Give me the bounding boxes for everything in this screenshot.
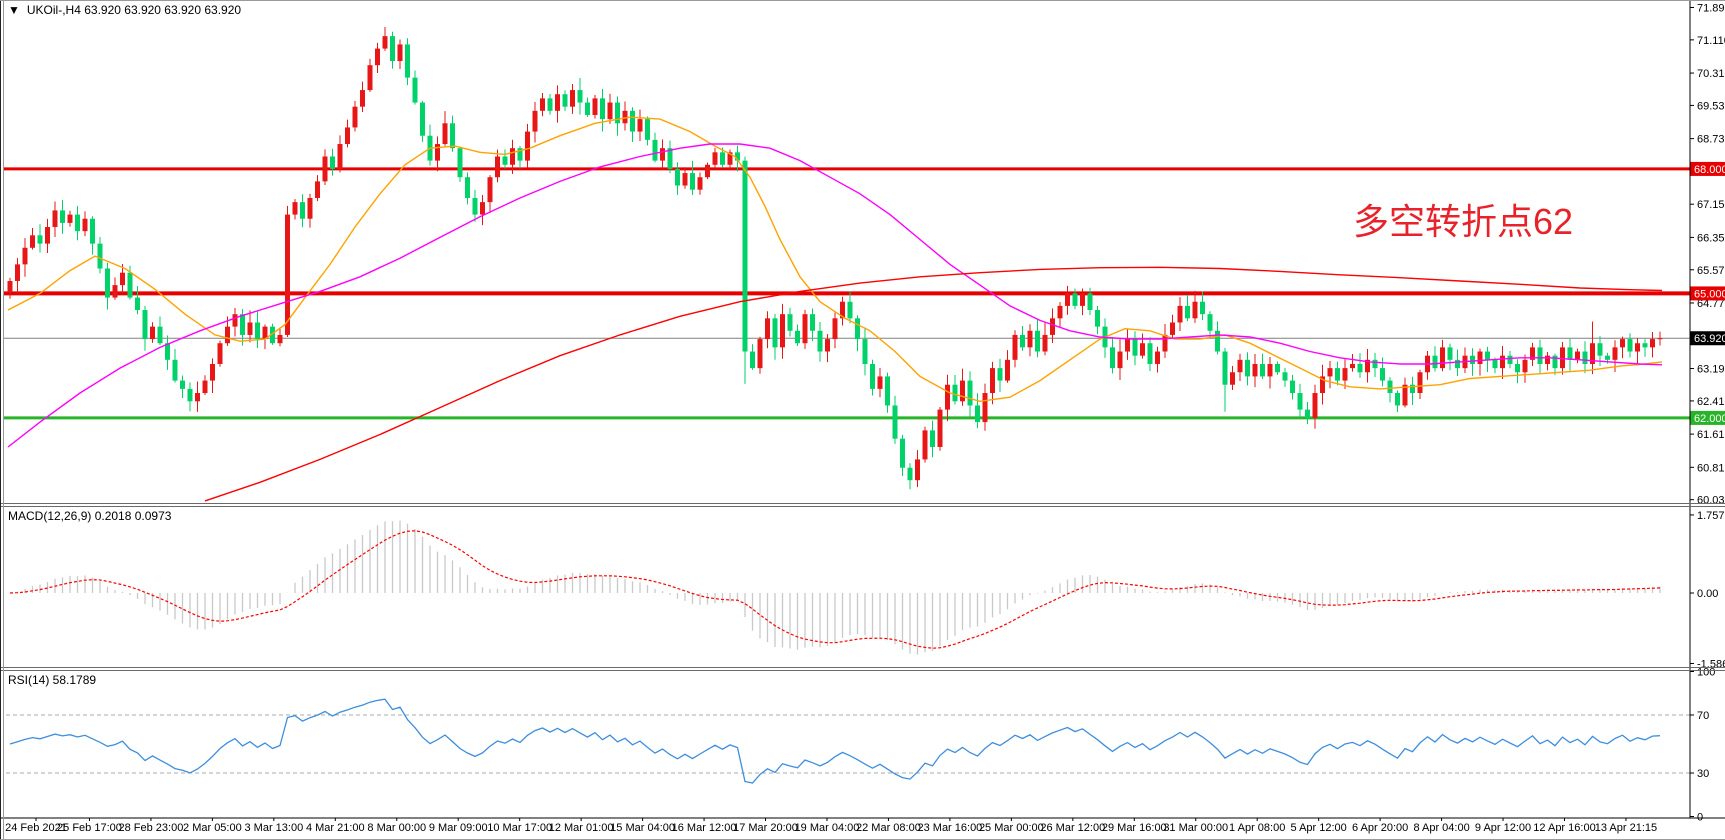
price-tag: 68.000 [1694,164,1725,176]
price-tick-label: 67.150 [1697,199,1725,211]
time-tick-label: 9 Mar 09:00 [429,822,488,834]
time-tick-label: 22 Mar 08:00 [856,822,921,834]
price-tick-label: 60.030 [1697,495,1725,507]
macd-panel[interactable] [9,520,1661,655]
ma-slow-red [204,266,1663,502]
price-tag: 65.000 [1694,288,1725,300]
time-tick-label: 3 Mar 13:00 [244,822,303,834]
rsi-indicator-label: RSI(14) 58.1789 [8,673,96,687]
time-tick-label: 29 Mar 16:00 [1102,822,1167,834]
price-tick-label: 64.770 [1697,298,1725,310]
time-tick-label: 5 Apr 12:00 [1291,822,1347,834]
ma-fast-orange [7,116,1663,403]
time-tick-label: 13 Apr 21:15 [1595,822,1657,834]
main-price-panel[interactable] [4,26,1690,502]
price-axis[interactable]: 71.890 71.110 70.310 69.530 68.730 67.150 66.3… [1690,2,1725,824]
price-tick-label: 71.890 [1697,2,1725,14]
time-tick-label: 17 Mar 20:00 [733,822,798,834]
symbol-info-bar: ▼ UKOil-,H4 63.920 63.920 63.920 63.920 [8,3,241,17]
price-tick-label: 66.350 [1697,232,1725,244]
price-tag: 62.000 [1694,413,1725,425]
price-tick-label: 68.730 [1697,134,1725,146]
price-tick-label: 30 [1697,768,1709,780]
time-tick-label: 24 Feb 2021 [5,822,67,834]
candles-layer [7,26,1663,490]
price-tick-label: 70 [1697,710,1709,722]
time-tick-label: 12 Mar 01:00 [549,822,614,834]
price-tick-label: 60.810 [1697,462,1725,474]
price-tick-label: 65.570 [1697,265,1725,277]
price-tick-label: 62.410 [1697,396,1725,408]
time-tick-label: 19 Mar 04:00 [795,822,860,834]
price-tick-label: 1.7579 [1697,510,1725,522]
time-tick-label: 12 Apr 16:00 [1533,822,1595,834]
chinese-annotation: 多空转折点62 [1353,201,1573,242]
time-tick-label: 1 Apr 08:00 [1229,822,1285,834]
time-tick-label: 25 Mar 00:00 [979,822,1044,834]
price-tick-label: 0.00 [1697,588,1718,600]
price-tick-label: 71.110 [1697,35,1725,47]
price-tick-label: 69.530 [1697,100,1725,112]
time-tick-label: 8 Mar 00:00 [367,822,426,834]
time-tick-label: 25 Feb 17:00 [57,822,122,834]
symbol-info-text: UKOil-,H4 63.920 63.920 63.920 63.920 [27,3,241,17]
moving-averages-layer [7,116,1663,502]
macd-indicator-label: MACD(12,26,9) 0.2018 0.0973 [8,509,172,523]
time-tick-label: 16 Mar 12:00 [672,822,737,834]
price-tag: 63.920 [1694,333,1725,345]
time-tick-label: 26 Mar 12:00 [1040,822,1105,834]
rsi-panel[interactable] [6,698,1690,784]
time-tick-label: 9 Apr 12:00 [1475,822,1531,834]
time-tick-label: 28 Feb 23:00 [118,822,183,834]
time-tick-label: 8 Apr 04:00 [1413,822,1469,834]
time-tick-label: 31 Mar 00:00 [1163,822,1228,834]
collapse-triangle-icon[interactable]: ▼ [8,3,20,17]
time-tick-label: 15 Mar 04:00 [610,822,675,834]
ma-mid-magenta [7,143,1663,448]
price-tick-label: 100 [1697,667,1715,679]
price-tick-label: 61.610 [1697,429,1725,441]
price-tick-label: 70.310 [1697,68,1725,80]
price-tick-label: 63.190 [1697,364,1725,376]
time-tick-label: 4 Mar 21:00 [306,822,365,834]
time-tick-label: 23 Mar 16:00 [917,822,982,834]
time-tick-label: 6 Apr 20:00 [1352,822,1408,834]
time-tick-label: 10 Mar 17:00 [487,822,552,834]
time-tick-label: 2 Mar 05:00 [183,822,242,834]
